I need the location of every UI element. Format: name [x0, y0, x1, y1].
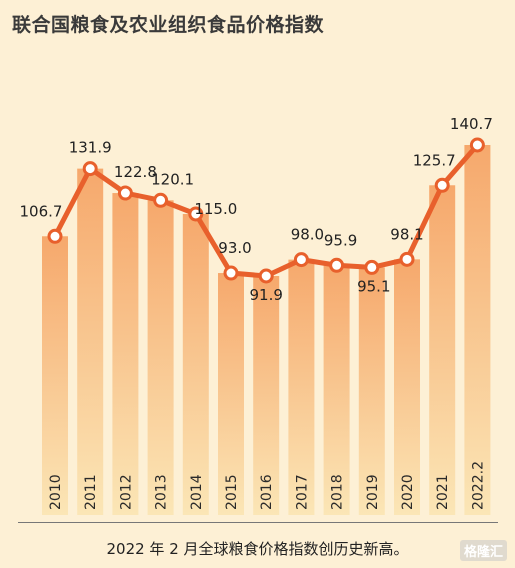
data-point-2011 [82, 161, 98, 177]
data-point-2020 [399, 251, 415, 267]
bar-2010 [42, 236, 68, 515]
data-label-2017: 98.0 [291, 226, 324, 244]
data-label-2015: 93.0 [218, 239, 251, 257]
bar-2020 [394, 259, 420, 515]
data-label-2013: 120.1 [151, 170, 194, 188]
x-tick-label-2016: 2016 [259, 474, 275, 510]
watermark-logo: 格隆汇 [459, 540, 507, 561]
bar-2018 [323, 265, 350, 515]
data-point-2019 [364, 259, 380, 275]
data-point-2015 [223, 265, 239, 281]
bar-2011 [77, 168, 104, 515]
data-label-2022.2: 140.7 [450, 115, 493, 133]
bar-2013 [147, 200, 174, 515]
x-tick-label-2013: 2013 [154, 474, 170, 510]
x-tick-label-2011: 2011 [83, 474, 99, 510]
data-point-2014 [188, 206, 204, 222]
data-label-2019: 95.1 [357, 277, 390, 295]
chart-caption: 2022 年 2 月全球粮食价格指数创历史新高。 [106, 540, 409, 558]
x-tick-label-2012: 2012 [118, 474, 134, 510]
x-tick-label-2015: 2015 [224, 474, 240, 510]
data-point-2018 [329, 257, 345, 273]
x-tick-label-2021: 2021 [435, 474, 451, 510]
data-point-2022.2 [469, 137, 485, 153]
data-point-2012 [117, 185, 133, 201]
x-tick-label-2010: 2010 [48, 474, 64, 510]
x-tick-label-2017: 2017 [294, 474, 310, 510]
x-tick-label-2014: 2014 [189, 474, 205, 510]
bar-2016 [253, 276, 280, 515]
data-label-2010: 106.7 [20, 202, 63, 220]
x-tick-label-2019: 2019 [365, 474, 381, 510]
data-label-2020: 98.1 [390, 225, 423, 243]
chart-title: 联合国粮食及农业组织食品价格指数 [12, 14, 325, 36]
data-label-2012: 122.8 [114, 163, 157, 181]
data-label-2018: 95.9 [324, 231, 357, 249]
data-label-2014: 115.0 [194, 200, 237, 218]
bar-2014 [182, 213, 209, 516]
bar-2015 [218, 273, 244, 515]
bar-2021 [429, 185, 456, 515]
data-point-2010 [47, 228, 63, 244]
data-label-2021: 125.7 [413, 151, 456, 169]
bar-2019 [358, 267, 385, 515]
x-tick-label-2018: 2018 [330, 474, 346, 510]
bar-2017 [288, 259, 315, 515]
data-point-2021 [434, 177, 450, 193]
x-tick-label-2022.2: 2022.2 [470, 461, 486, 510]
bar-2012 [112, 193, 139, 516]
data-point-2016 [258, 268, 274, 284]
data-point-2017 [293, 252, 309, 268]
bar-2022.2 [464, 145, 491, 515]
caption-divider [18, 522, 498, 523]
x-tick-label-2020: 2020 [400, 474, 416, 510]
data-label-2011: 131.9 [69, 139, 112, 157]
data-point-2013 [153, 192, 169, 208]
data-label-2016: 91.9 [249, 286, 282, 304]
